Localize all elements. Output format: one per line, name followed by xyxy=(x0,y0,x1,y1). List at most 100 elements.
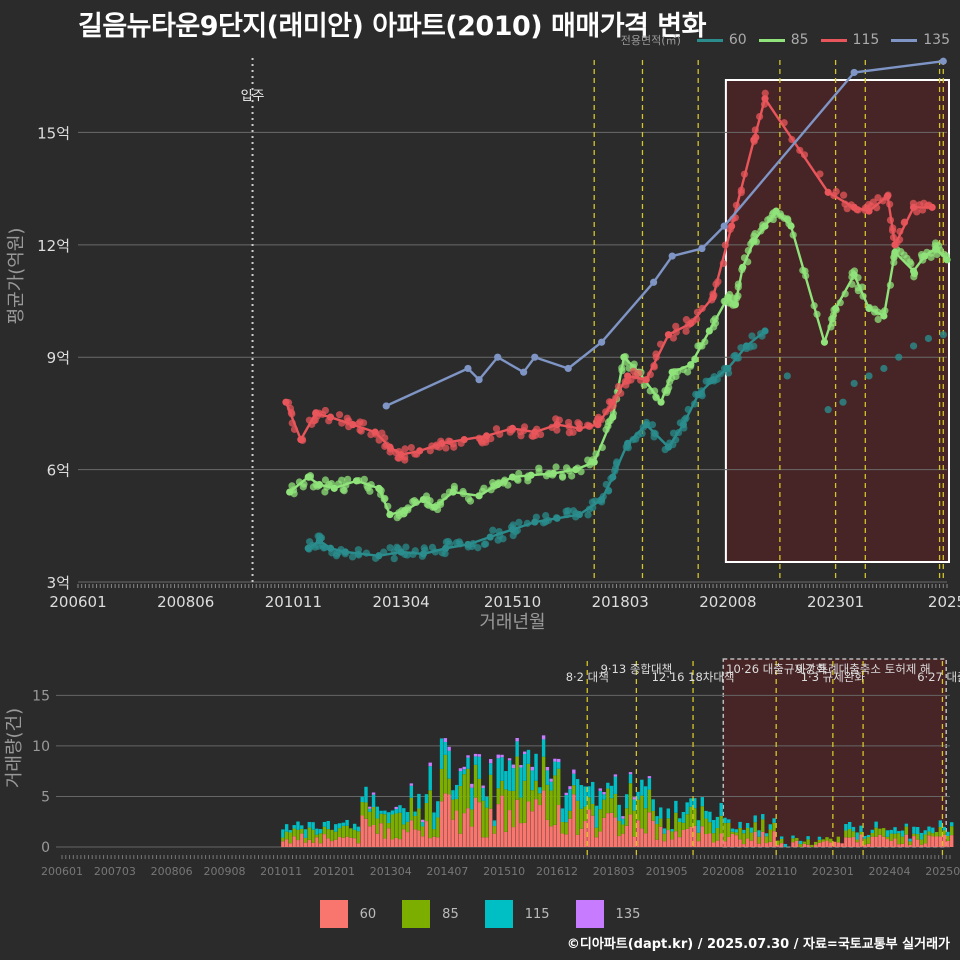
volume-bar-85 xyxy=(602,799,606,818)
x-tick-label: 201304 xyxy=(372,593,429,611)
volume-bar-85 xyxy=(847,829,852,838)
volume-bar-85 xyxy=(575,800,580,835)
data-point-115 xyxy=(642,376,650,384)
data-point-85 xyxy=(430,503,439,511)
scatter-point-85 xyxy=(321,476,330,484)
volume-bar-60 xyxy=(515,799,519,847)
volume-bar-60 xyxy=(825,840,829,847)
legend-line-135 xyxy=(891,38,918,42)
data-point-115 xyxy=(553,421,561,429)
volume-bar-85 xyxy=(288,832,293,844)
volume-bar-115 xyxy=(662,828,667,834)
volume-bar-135 xyxy=(553,758,557,762)
volume-bar-85 xyxy=(863,838,867,845)
volume-bar-135 xyxy=(519,765,523,768)
volume-bar-85 xyxy=(492,826,497,834)
volume-bar-60 xyxy=(734,835,739,847)
volume-bar-60 xyxy=(560,833,565,847)
volume-bar-115 xyxy=(345,819,349,826)
volume-bar-135 xyxy=(368,806,372,809)
volume-bar-115 xyxy=(477,756,482,779)
data-point-85 xyxy=(449,488,457,496)
data-point-85 xyxy=(419,495,427,504)
volume-bar-85 xyxy=(632,810,636,837)
volume-bar-85 xyxy=(700,806,705,827)
volume-bar-85 xyxy=(564,822,568,835)
volume-bar-85 xyxy=(927,831,931,836)
data-point-60 xyxy=(464,540,472,549)
volume-bar-85 xyxy=(364,802,368,819)
data-point-60 xyxy=(341,548,349,556)
scatter-point-85 xyxy=(558,472,567,480)
volume-bar-60 xyxy=(878,834,882,847)
legend-label-115: 115 xyxy=(852,32,880,48)
data-point-135 xyxy=(939,57,947,65)
volume-bar-115 xyxy=(352,823,357,830)
volume-bar-115 xyxy=(402,808,406,825)
volume-bar-85 xyxy=(405,821,410,833)
volume-bar-135 xyxy=(523,751,527,754)
volume-bar-85 xyxy=(390,814,395,840)
volume-bar-85 xyxy=(727,822,731,837)
volume-bar-85 xyxy=(897,833,901,845)
volume-bar-115 xyxy=(704,810,708,819)
volume-bar-135 xyxy=(500,754,504,758)
volume-bar-85 xyxy=(825,837,829,841)
scatter-point-85 xyxy=(910,273,918,281)
volume-bar-115 xyxy=(938,820,943,828)
volume-bar-85 xyxy=(568,810,572,819)
scatter-point-60 xyxy=(386,544,394,552)
volume-bar-85 xyxy=(946,835,950,841)
x-tick-label: 202008 xyxy=(699,593,756,611)
volume-bar-60 xyxy=(311,842,315,847)
volume-bar-60 xyxy=(874,836,878,847)
volume-bar-60 xyxy=(700,826,705,847)
policy-label: 8·2 대책 xyxy=(566,670,609,684)
source-credit: ©디아파트(dapt.kr) / 2025.07.30 / 자료=국토교통부 실… xyxy=(566,937,950,952)
volume-bar-135 xyxy=(428,762,432,767)
data-point-115 xyxy=(282,398,290,406)
volume-legend: 60 85 115 135 xyxy=(0,900,960,928)
volume-x-tick-label: 202301 xyxy=(812,865,854,878)
data-point-85 xyxy=(865,304,873,313)
volume-bar-115 xyxy=(919,832,924,840)
volume-bar-60 xyxy=(281,841,285,847)
volume-bar-60 xyxy=(334,839,338,847)
data-point-85 xyxy=(330,484,338,492)
data-point-85 xyxy=(572,466,580,474)
volume-bar-115 xyxy=(405,812,410,822)
volume-bar-85 xyxy=(356,831,361,844)
volume-bar-85 xyxy=(454,798,459,811)
volume-bar-115 xyxy=(659,807,663,819)
volume-bar-115 xyxy=(666,808,670,819)
scatter-point-60 xyxy=(648,421,657,429)
volume-bar-60 xyxy=(908,844,912,847)
data-point-115 xyxy=(575,424,583,432)
volume-bar-115 xyxy=(927,826,931,832)
data-point-85 xyxy=(375,484,383,492)
volume-bar-115 xyxy=(281,829,285,838)
volume-bar-85 xyxy=(666,818,670,831)
volume-bar-60 xyxy=(643,833,648,847)
y-tick-label: 3억 xyxy=(47,574,70,592)
volume-bar-115 xyxy=(617,804,621,821)
volume-bar-60 xyxy=(488,808,493,847)
volume-bar-60 xyxy=(730,833,735,847)
data-point-60 xyxy=(709,376,717,384)
volume-bar-60 xyxy=(371,824,376,847)
volume-bar-60 xyxy=(621,833,625,847)
volume-bar-85 xyxy=(704,818,708,835)
volume-bar-60 xyxy=(541,790,546,847)
data-point-85 xyxy=(609,413,617,421)
volume-bar-115 xyxy=(915,826,920,835)
volume-bar-85 xyxy=(507,790,512,811)
volume-x-tick-label: 200806 xyxy=(151,865,193,878)
volume-bar-85 xyxy=(855,839,859,843)
volume-bar-60 xyxy=(572,794,576,847)
volume-bar-115 xyxy=(643,786,648,809)
data-point-60 xyxy=(742,342,751,350)
volume-bar-85 xyxy=(443,754,448,794)
volume-bar-85 xyxy=(768,829,773,842)
volume-bar-60 xyxy=(795,840,799,847)
scatter-point-60 xyxy=(489,526,497,534)
